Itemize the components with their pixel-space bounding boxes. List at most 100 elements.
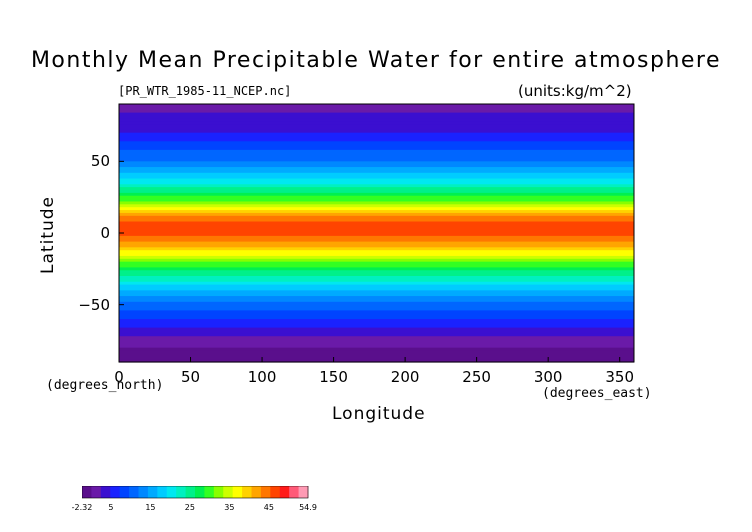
y-tick-label: 0: [100, 224, 110, 242]
latitude-band: [119, 118, 634, 122]
latitude-band: [119, 224, 634, 228]
latitude-band: [119, 347, 634, 352]
colorbar-label: 25: [184, 503, 195, 512]
x-axis-label: Longitude: [332, 404, 426, 424]
latitude-band: [119, 169, 634, 174]
latitude-band: [119, 353, 634, 357]
latitude-band: [119, 104, 634, 108]
latitude-band: [119, 293, 634, 297]
latitude-band: [119, 212, 634, 217]
latitude-band: [119, 235, 634, 240]
colorbar-swatch: [91, 486, 102, 498]
latitude-band: [119, 313, 634, 317]
colorbar-swatch: [213, 486, 224, 498]
latitude-band: [119, 324, 634, 329]
latitude-band: [119, 287, 634, 291]
x-tick-label: 200: [390, 368, 420, 386]
latitude-band: [119, 135, 634, 139]
colorbar-swatch: [157, 486, 168, 498]
latitude-band: [119, 247, 634, 251]
latitude-band: [119, 296, 634, 300]
latitude-band: [119, 333, 634, 337]
latitude-band: [119, 201, 634, 205]
latitude-band: [119, 106, 634, 111]
colorbar-swatch: [129, 486, 139, 498]
x-tick-label: 250: [462, 368, 491, 386]
colorbar-swatch: [279, 486, 290, 498]
colorbar-swatch: [260, 486, 271, 498]
colorbar-swatch: [110, 486, 121, 498]
latitude-band: [119, 238, 634, 243]
latitude-band: [119, 124, 634, 128]
colorbar-swatch: [119, 486, 130, 498]
latitude-band: [119, 215, 634, 220]
latitude-band: [119, 192, 634, 197]
latitude-band: [119, 190, 634, 194]
latitude-band: [119, 310, 634, 314]
latitude-band: [119, 241, 634, 246]
colorbar-swatch: [223, 486, 234, 498]
latitude-band: [119, 350, 634, 354]
colorbar-label: 35: [224, 503, 235, 512]
colorbar-swatch: [298, 486, 309, 498]
latitude-band: [119, 321, 634, 326]
latitude-band: [119, 301, 634, 306]
dataset-filename: [PR_WTR_1985-11_NCEP.nc]: [118, 84, 292, 98]
latitude-band: [119, 112, 634, 117]
latitude-band: [119, 158, 634, 162]
colorbar-swatch: [82, 486, 92, 498]
latitude-band: [119, 244, 634, 248]
y-axis-label: Latitude: [38, 196, 58, 274]
latitude-band: [119, 356, 634, 360]
latitude-band: [119, 230, 634, 234]
latitude-band: [119, 344, 634, 349]
colorbar-label: 5: [108, 503, 114, 512]
colorbar-label: 15: [145, 503, 156, 512]
latitude-band: [119, 359, 634, 363]
latitude-band: [119, 264, 634, 268]
latitude-band: [119, 267, 634, 271]
latitude-band: [119, 109, 634, 114]
latitude-band: [119, 207, 634, 211]
colorbar-swatch: [242, 486, 252, 498]
colorbar-swatch: [232, 486, 243, 498]
colorbar-swatch: [166, 486, 177, 498]
latitude-band: [119, 255, 634, 260]
latitude-band: [119, 330, 634, 334]
colorbar-label: 54.9: [299, 503, 317, 512]
latitude-band: [119, 253, 634, 257]
latitude-band: [119, 316, 634, 320]
chart-title: Monthly Mean Precipitable Water for enti…: [30, 48, 722, 73]
latitude-band: [119, 129, 634, 134]
x-tick-label: 100: [247, 368, 277, 386]
latitude-band: [119, 327, 634, 332]
latitude-band: [119, 307, 634, 311]
latitude-band: [119, 270, 634, 274]
latitude-band: [119, 195, 634, 200]
x-tick-label: 300: [533, 368, 563, 386]
colorbar: [82, 486, 309, 499]
latitude-band: [119, 155, 634, 160]
latitude-band: [119, 261, 634, 266]
latitude-band: [119, 167, 634, 171]
colorbar-swatch: [147, 486, 158, 498]
latitude-band: [119, 172, 634, 177]
colorbar-label: 45: [263, 503, 274, 512]
latitude-band: [119, 144, 634, 148]
units-label: (units:kg/m^2): [518, 82, 632, 100]
colorbar-swatch: [185, 486, 196, 498]
y-tick-label: 50: [90, 152, 110, 171]
latitude-band: [119, 175, 634, 180]
latitude-band: [119, 161, 634, 165]
latitude-band: [119, 132, 634, 137]
latitude-band: [119, 281, 634, 286]
colorbar-frame: [82, 486, 309, 499]
latitude-band: [119, 339, 634, 343]
latitude-band: [119, 164, 634, 168]
latitude-band: [119, 290, 634, 294]
y-axis-unit: (degrees_north): [46, 378, 164, 393]
latitude-band: [119, 221, 634, 225]
latitude-band: [119, 178, 634, 182]
colorbar-swatch: [176, 486, 187, 498]
